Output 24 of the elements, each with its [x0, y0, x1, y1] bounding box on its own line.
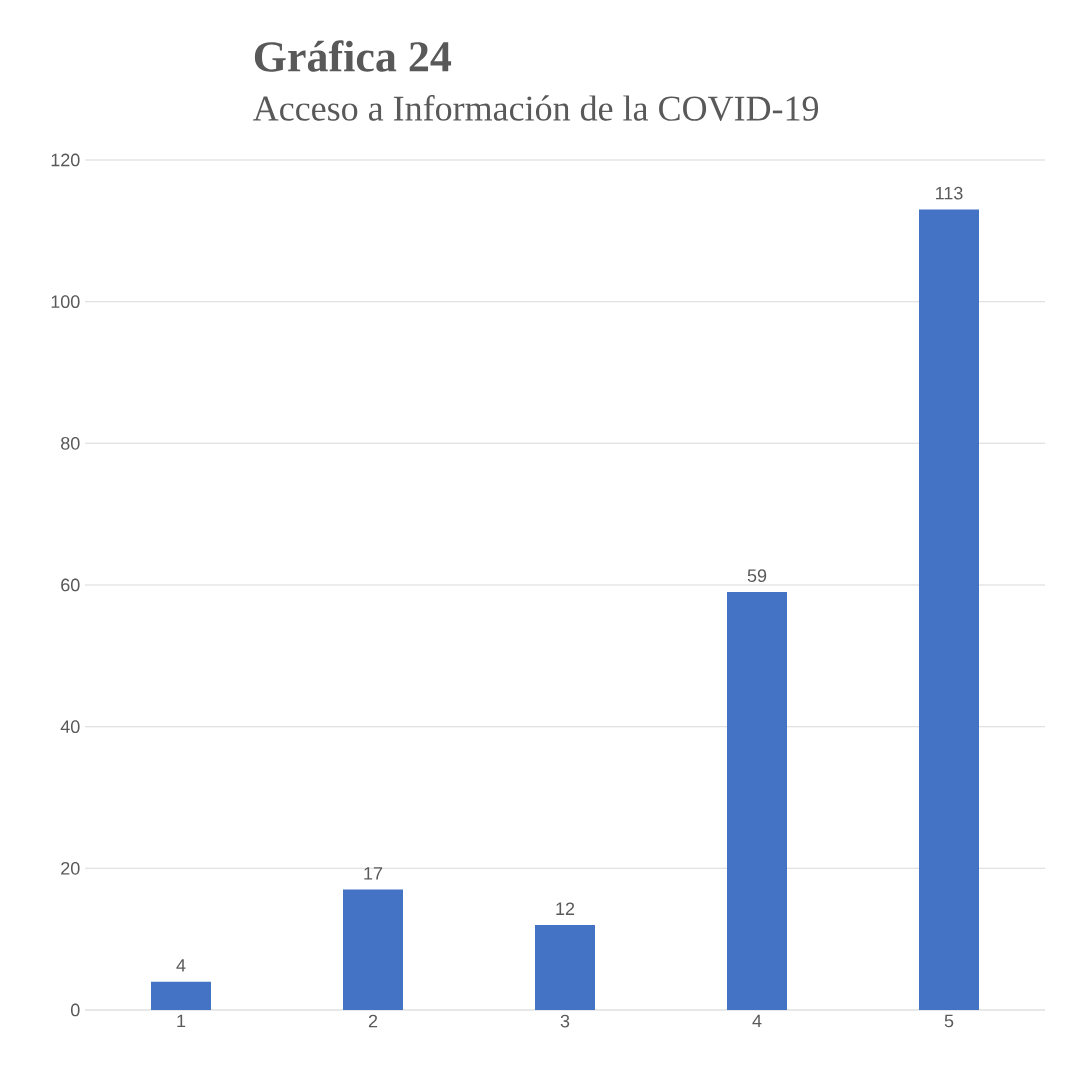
x-tick-label: 3	[560, 1014, 570, 1028]
bar	[343, 889, 403, 1010]
y-tick-label: 80	[61, 436, 80, 450]
chart-subtitle: Acceso a Información de la COVID-19	[253, 95, 819, 121]
bar	[151, 981, 211, 1010]
x-tick-label: 4	[752, 1014, 762, 1028]
data-label: 4	[176, 959, 186, 972]
y-tick-label: 100	[51, 295, 80, 309]
bar	[535, 924, 595, 1010]
data-label: 12	[556, 902, 575, 915]
x-tick-label: 2	[368, 1014, 378, 1028]
y-tick-label: 20	[61, 861, 80, 875]
y-tick-label: 40	[60, 720, 80, 734]
bar	[727, 592, 787, 1010]
chart-title: Gráfica 24	[254, 40, 452, 72]
x-tick-label: 5	[944, 1014, 954, 1028]
data-label: 17	[364, 867, 383, 880]
x-tick-label: 1	[177, 1014, 186, 1028]
data-label: 59	[747, 569, 767, 583]
y-tick-label: 120	[51, 153, 80, 167]
data-label: 113	[936, 186, 963, 200]
y-tick-label: 60	[61, 578, 80, 592]
bar	[919, 209, 979, 1010]
y-tick-label: 0	[70, 1003, 80, 1017]
